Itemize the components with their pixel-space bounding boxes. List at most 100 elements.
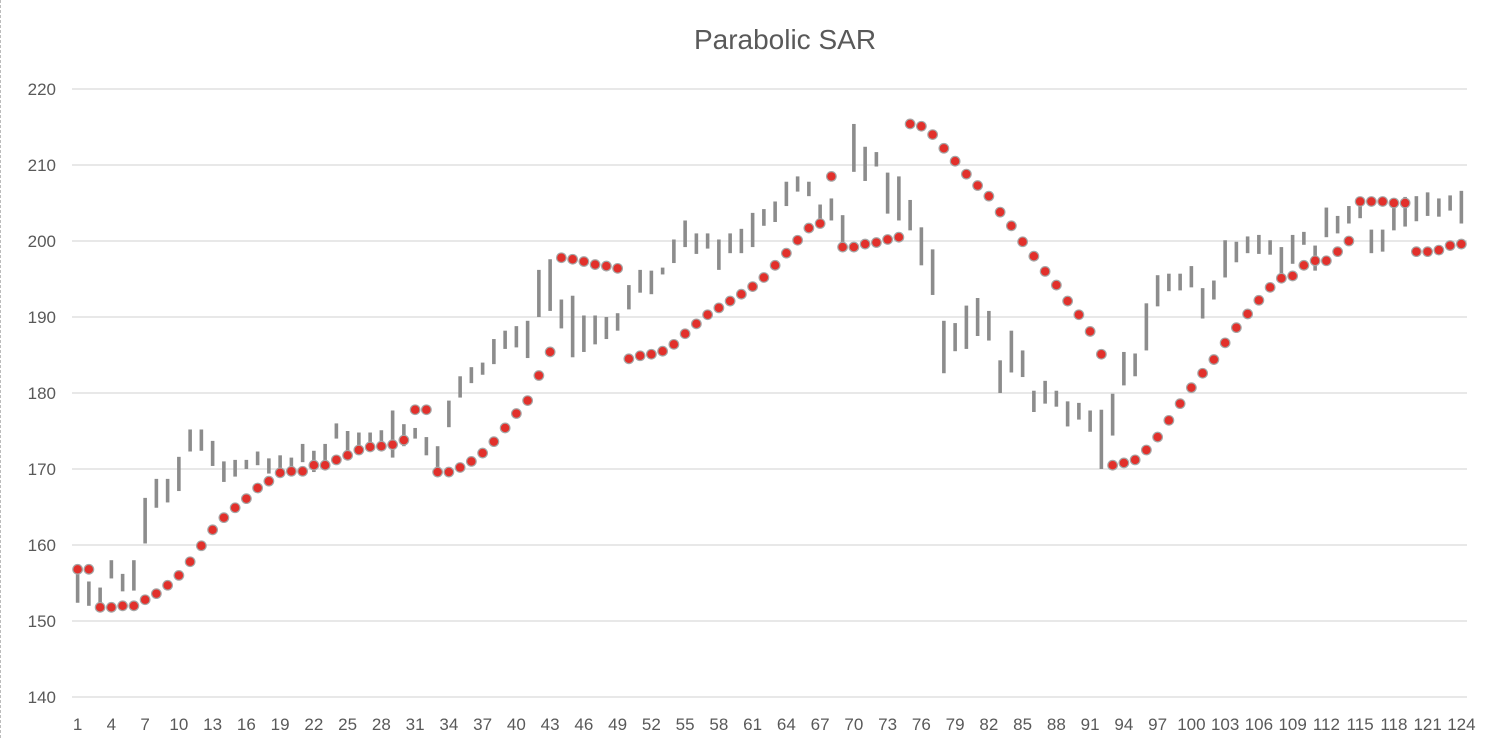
sar-dot — [83, 563, 95, 575]
x-tick-label: 121 — [1413, 715, 1441, 734]
sar-dot — [522, 395, 534, 407]
sar-dot — [432, 466, 444, 478]
sar-dot — [1005, 220, 1017, 232]
x-tick-label: 55 — [676, 715, 695, 734]
x-tick-label: 31 — [406, 715, 425, 734]
sar-dot — [825, 170, 837, 182]
sar-dot — [780, 247, 792, 259]
x-tick-label: 79 — [946, 715, 965, 734]
x-tick-label: 88 — [1047, 715, 1066, 734]
y-tick-label: 140 — [28, 688, 56, 707]
sar-dot — [409, 404, 421, 416]
x-tick-label: 1 — [73, 715, 82, 734]
x-tick-label: 103 — [1211, 715, 1239, 734]
x-tick-label: 37 — [473, 715, 492, 734]
x-tick-label: 58 — [709, 715, 728, 734]
sar-dot — [769, 259, 781, 271]
sar-dot — [218, 512, 230, 524]
x-tick-label: 115 — [1347, 715, 1374, 734]
sar-dot — [983, 190, 995, 202]
sar-dot — [139, 594, 151, 606]
sar-dot — [679, 328, 691, 340]
sar-dot — [240, 493, 252, 505]
sar-dot — [499, 422, 511, 434]
sar-dot — [297, 465, 309, 477]
sar-dot — [533, 370, 545, 381]
sar-dot — [623, 353, 635, 365]
y-tick-label: 170 — [28, 460, 56, 479]
x-tick-label: 94 — [1114, 715, 1133, 734]
x-tick-label: 49 — [608, 715, 627, 734]
sar-dot — [837, 241, 849, 253]
sar-dot — [1118, 457, 1130, 469]
sar-dot — [195, 540, 207, 552]
sar-dot — [1455, 238, 1467, 250]
sar-dot — [972, 180, 984, 191]
sar-dot — [117, 600, 129, 612]
sar-dot — [1017, 236, 1029, 248]
sar-dot — [1309, 255, 1321, 267]
sar-dot — [724, 295, 736, 307]
sar-dot — [128, 600, 140, 612]
sar-dot — [1163, 414, 1175, 426]
x-tick-label: 76 — [912, 715, 931, 734]
sar-dot — [1174, 398, 1186, 410]
chart-title: Parabolic SAR — [694, 24, 876, 55]
x-tick-label: 70 — [844, 715, 863, 734]
x-tick-label: 13 — [203, 715, 222, 734]
sar-dot — [150, 588, 162, 600]
sar-dot — [342, 449, 354, 461]
sar-dot — [803, 222, 815, 234]
sar-dot — [612, 262, 624, 274]
sar-dot — [1107, 459, 1119, 471]
sar-dot — [747, 281, 759, 293]
sar-dot — [1433, 244, 1445, 256]
sar-dot — [465, 456, 477, 467]
sar-dot — [848, 241, 860, 253]
sar-dot — [1230, 322, 1242, 334]
sar-dot — [364, 441, 376, 453]
y-tick-label: 160 — [28, 536, 56, 555]
sar-dot — [915, 120, 927, 132]
x-tick-label: 112 — [1313, 715, 1340, 734]
sar-dot — [1152, 431, 1164, 443]
x-tick-label: 43 — [541, 715, 560, 734]
y-tick-label: 210 — [28, 156, 56, 175]
sar-dot — [1399, 197, 1411, 209]
x-tick-label: 28 — [372, 715, 391, 734]
sar-dot — [184, 556, 196, 568]
y-tick-label: 220 — [28, 80, 56, 99]
sar-dot — [994, 206, 1006, 218]
sar-dot — [1253, 294, 1265, 306]
sar-dot — [72, 563, 84, 575]
sar-dot — [387, 439, 399, 451]
sar-dot — [1388, 197, 1400, 209]
sar-dot — [893, 231, 905, 243]
sar-dot — [1287, 270, 1299, 282]
sar-dot — [904, 118, 916, 130]
sar-dot — [882, 234, 894, 245]
sar-dot — [94, 601, 106, 613]
y-tick-label: 150 — [28, 612, 56, 631]
y-tick-label: 190 — [28, 308, 56, 327]
sar-dot — [657, 345, 669, 357]
sar-dot — [1208, 354, 1220, 365]
sar-dot — [1332, 246, 1344, 258]
sar-dot — [1264, 281, 1276, 293]
x-tick-label: 106 — [1245, 715, 1273, 734]
sar-dot — [263, 475, 275, 487]
sar-dot — [308, 459, 320, 471]
x-tick-label: 97 — [1148, 715, 1167, 734]
sar-dot — [1320, 255, 1332, 267]
sar-dot — [702, 309, 714, 321]
sar-dot — [1298, 259, 1310, 271]
sar-dot — [1354, 196, 1366, 207]
sar-dot — [319, 459, 331, 471]
x-tick-label: 64 — [777, 715, 796, 734]
sar-dot — [488, 436, 500, 448]
sar-dot — [634, 350, 646, 362]
sar-dot — [1444, 240, 1456, 251]
x-tick-label: 109 — [1278, 715, 1306, 734]
